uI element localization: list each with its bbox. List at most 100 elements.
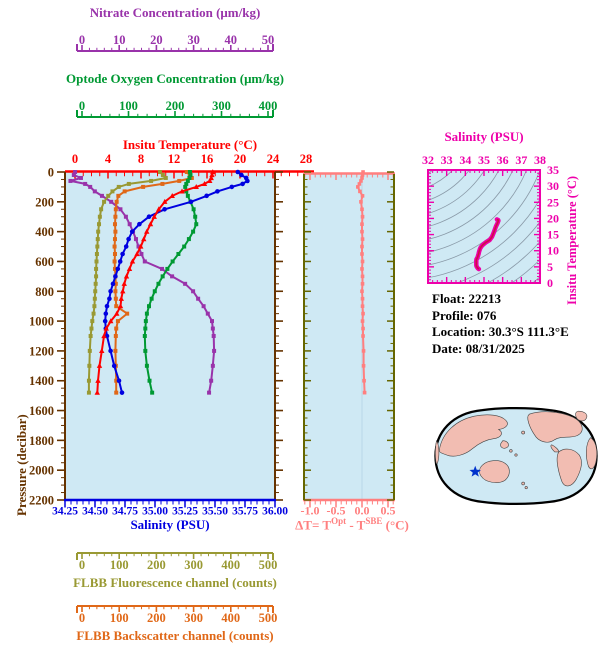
svg-text:1600: 1600: [29, 404, 54, 418]
delta-t-label-part: ΔT= T: [295, 517, 332, 533]
svg-text:20: 20: [547, 211, 559, 225]
delta-t-label-part: - T: [346, 517, 366, 533]
svg-text:20: 20: [234, 152, 247, 166]
delta-t-label-sup: Opt: [331, 516, 347, 526]
svg-text:100: 100: [119, 99, 138, 113]
land-south-america: [556, 448, 582, 487]
svg-text:25: 25: [547, 195, 559, 209]
delta-t-label-sup: SBE: [365, 516, 383, 526]
profile-series-oxygen: [142, 170, 199, 395]
svg-text:35: 35: [478, 153, 490, 167]
svg-text:4: 4: [105, 152, 112, 166]
svg-text:0: 0: [79, 33, 85, 47]
main-profile-panel: 0 4 8 12 16 20 24 28 0 200 400 600 800 1000 1200 1400 16…: [29, 152, 314, 518]
svg-text:800: 800: [35, 285, 54, 299]
svg-text:600: 600: [35, 255, 54, 269]
delta-t-label-part: (°C): [382, 517, 409, 533]
land-island: [509, 449, 513, 453]
svg-text:35.75: 35.75: [232, 506, 258, 518]
fluorescence-ruler: 0 100 200 300 400 500: [76, 552, 278, 572]
svg-text:30: 30: [187, 33, 200, 47]
svg-text:400: 400: [221, 611, 240, 625]
land-central-america: [550, 444, 560, 453]
svg-text:10: 10: [113, 33, 126, 47]
svg-text:0.0: 0.0: [355, 504, 370, 518]
svg-text:200: 200: [35, 195, 54, 209]
svg-text:2200: 2200: [29, 494, 54, 508]
nitrate-axis-title: Nitrate Concentration (μm/kg): [89, 5, 261, 20]
svg-text:0.5: 0.5: [381, 504, 396, 518]
svg-text:300: 300: [184, 611, 203, 625]
svg-text:300: 300: [212, 99, 231, 113]
svg-text:1200: 1200: [29, 344, 54, 358]
oxygen-axis-title: Optode Oxygen Concentration (μm/kg): [66, 71, 284, 86]
land-africa-east-edge: [586, 437, 598, 470]
oxygen-ruler: 0 100 200 300 400: [76, 99, 277, 118]
map-landmasses: [435, 410, 598, 490]
svg-text:400: 400: [221, 558, 240, 572]
land-new-zealand: [521, 481, 525, 486]
svg-text:2000: 2000: [29, 464, 54, 478]
svg-text:50: 50: [262, 33, 275, 47]
svg-text:100: 100: [110, 611, 129, 625]
float-info-block: Float: 22213 Profile: 076 Location: 30.3…: [432, 291, 569, 357]
svg-text:28: 28: [300, 152, 313, 166]
ts-temperature-axis-title: Insitu Temperature (°C): [565, 175, 579, 305]
ts-diagram-panel: 32 33 34 35 36 37 38 0 5 10 15 20 25 30 35: [422, 153, 559, 290]
svg-text:100: 100: [110, 558, 129, 572]
svg-text:8: 8: [138, 152, 144, 166]
svg-text:16: 16: [201, 152, 214, 166]
svg-text:35: 35: [547, 163, 559, 177]
svg-text:300: 300: [184, 558, 203, 572]
land-island: [521, 430, 525, 435]
svg-text:0: 0: [547, 276, 553, 290]
svg-text:1800: 1800: [29, 434, 54, 448]
svg-text:200: 200: [166, 99, 185, 113]
svg-text:0: 0: [48, 166, 54, 180]
date-text: Date: 08/31/2025: [432, 340, 525, 356]
temperature-axis-title: Insitu Temperature (°C): [122, 137, 258, 152]
svg-text:35.25: 35.25: [172, 506, 198, 518]
pressure-axis: 0 200 400 600 800 1000 1200 1400 1600 1800 2000 220…: [29, 166, 283, 508]
svg-text:1000: 1000: [29, 315, 54, 329]
svg-text:32: 32: [422, 153, 434, 167]
delta-t-axis-title: ΔT= TOpt - TSBE (°C): [288, 516, 416, 533]
float-id-text: Float: 22213: [432, 291, 501, 306]
salinity-bottom-axis: 34.25 34.50 34.75 35.00 35.25 35.50 35.75 36.00: [52, 498, 288, 518]
backscatter-axis-title: FLBB Backscatter channel (counts): [76, 628, 274, 643]
profile-id-text: Profile: 076: [432, 307, 497, 323]
svg-text:0: 0: [79, 558, 85, 572]
backscatter-ruler: 0 100 200 300 400 500: [76, 605, 277, 625]
land-new-zealand: [524, 486, 528, 490]
svg-text:35.00: 35.00: [142, 506, 168, 518]
svg-text:0: 0: [72, 152, 78, 166]
profile-series-fluorescence: [86, 170, 168, 395]
svg-text:34.50: 34.50: [82, 506, 108, 518]
svg-text:37: 37: [515, 153, 527, 167]
svg-text:24: 24: [267, 152, 280, 166]
svg-text:40: 40: [225, 33, 238, 47]
profile-series-temperature: [94, 169, 216, 395]
svg-text:15: 15: [547, 228, 559, 242]
svg-text:0: 0: [79, 611, 85, 625]
svg-text:-1.0: -1.0: [301, 504, 320, 518]
ts-curve-core: [475, 218, 500, 270]
svg-text:38: 38: [534, 153, 546, 167]
svg-text:5: 5: [547, 260, 553, 274]
svg-text:400: 400: [35, 225, 54, 239]
svg-text:-0.5: -0.5: [327, 504, 346, 518]
land-north-america: [527, 411, 583, 443]
land-eurasia: [439, 414, 508, 457]
svg-text:35.50: 35.50: [202, 506, 228, 518]
profile-series-backscatter: [112, 170, 194, 395]
location-text: Location: 30.3°S 111.3°E: [432, 324, 569, 339]
svg-text:10: 10: [547, 244, 559, 258]
land-greenland: [575, 410, 588, 422]
svg-text:500: 500: [259, 558, 278, 572]
svg-text:33: 33: [441, 153, 453, 167]
svg-text:200: 200: [147, 558, 166, 572]
svg-text:34.75: 34.75: [112, 506, 138, 518]
pressure-axis-title: Pressure (decibar): [14, 414, 29, 516]
svg-text:36.00: 36.00: [262, 506, 288, 518]
